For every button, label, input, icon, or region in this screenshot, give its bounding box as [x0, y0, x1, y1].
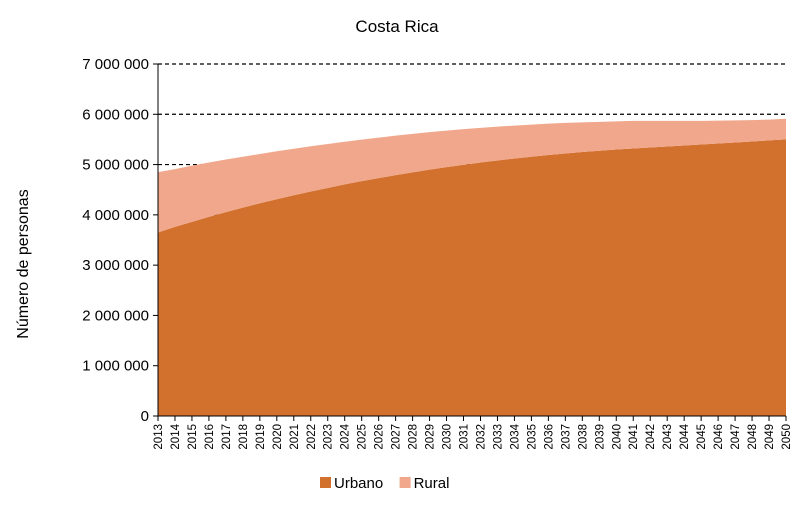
- x-tick-label-2015: 2015: [187, 424, 199, 450]
- x-tick-label-2040: 2040: [611, 424, 623, 450]
- x-tick-label-2019: 2019: [255, 424, 267, 450]
- x-tick-label-2042: 2042: [645, 424, 657, 450]
- x-tick-label-2049: 2049: [764, 424, 776, 450]
- x-tick-label-2043: 2043: [662, 424, 674, 450]
- legend-swatch-rural: [399, 477, 411, 488]
- x-tick-label-2039: 2039: [594, 424, 606, 450]
- legend-label-rural: Rural: [414, 475, 450, 492]
- x-tick-label-2034: 2034: [509, 423, 521, 449]
- x-tick-label-2038: 2038: [577, 424, 589, 450]
- x-tick-label-2014: 2014: [170, 423, 182, 449]
- axes: [153, 63, 787, 421]
- x-tick-label-2027: 2027: [391, 424, 403, 450]
- chart-title: Costa Rica: [355, 17, 439, 36]
- x-tick-label-2046: 2046: [713, 424, 725, 450]
- legend-swatch-urbano: [320, 477, 331, 488]
- area-series-layer: [158, 118, 786, 416]
- y-tick-label-7: 7 000 000: [82, 56, 149, 73]
- legend-label-urbano: Urbano: [334, 475, 383, 492]
- x-tick-label-2045: 2045: [696, 424, 708, 450]
- x-tick-label-2030: 2030: [442, 424, 454, 450]
- y-tick-label-2: 2 000 000: [82, 307, 149, 324]
- x-tick-label-2032: 2032: [475, 424, 487, 450]
- x-tick-label-2024: 2024: [340, 423, 352, 449]
- x-tick-label-2025: 2025: [357, 424, 369, 450]
- x-tick-label-2036: 2036: [543, 424, 555, 450]
- y-tick-labels: 0 1 000 000 2 000 000 3 000 000 4 000 000 5 0…: [82, 56, 149, 425]
- legend: Urbano Rural: [320, 475, 449, 492]
- y-tick-label-0: 0: [141, 408, 149, 425]
- y-tick-label-3: 3 000 000: [82, 257, 149, 274]
- x-tick-label-2035: 2035: [526, 424, 538, 450]
- x-tick-label-2016: 2016: [204, 424, 216, 450]
- x-tick-label-2026: 2026: [374, 424, 386, 450]
- x-tick-label-2021: 2021: [289, 424, 301, 450]
- x-tick-label-2022: 2022: [306, 424, 318, 450]
- x-tick-label-2018: 2018: [238, 424, 250, 450]
- x-tick-label-2020: 2020: [272, 424, 284, 450]
- x-tick-label-2023: 2023: [323, 424, 335, 450]
- x-tick-label-2044: 2044: [679, 423, 691, 449]
- x-tick-label-2028: 2028: [408, 424, 420, 450]
- x-tick-label-2031: 2031: [459, 424, 471, 450]
- y-tick-label-4: 4 000 000: [82, 207, 149, 224]
- y-tick-label-1: 1 000 000: [82, 358, 149, 375]
- x-tick-label-2050: 2050: [781, 424, 792, 450]
- x-tick-label-2033: 2033: [492, 424, 504, 450]
- area-series-urbano: [158, 139, 786, 416]
- x-tick-label-2047: 2047: [730, 424, 742, 450]
- x-tick-label-2017: 2017: [221, 424, 233, 450]
- area-series-rural: [158, 118, 786, 233]
- x-tick-label-2029: 2029: [425, 424, 437, 450]
- x-tick-label-2041: 2041: [628, 424, 640, 450]
- y-tick-label-6: 6 000 000: [82, 106, 149, 123]
- x-tick-labels: 2013 2014 2015 2016 2017 2018 2019 2020 2021 2022…: [153, 423, 792, 449]
- y-axis-title: Número de personas: [15, 189, 32, 338]
- y-tick-label-5: 5 000 000: [82, 157, 149, 174]
- x-tick-label-2013: 2013: [153, 424, 165, 450]
- x-tick-label-2037: 2037: [560, 424, 572, 450]
- x-tick-label-2048: 2048: [747, 424, 759, 450]
